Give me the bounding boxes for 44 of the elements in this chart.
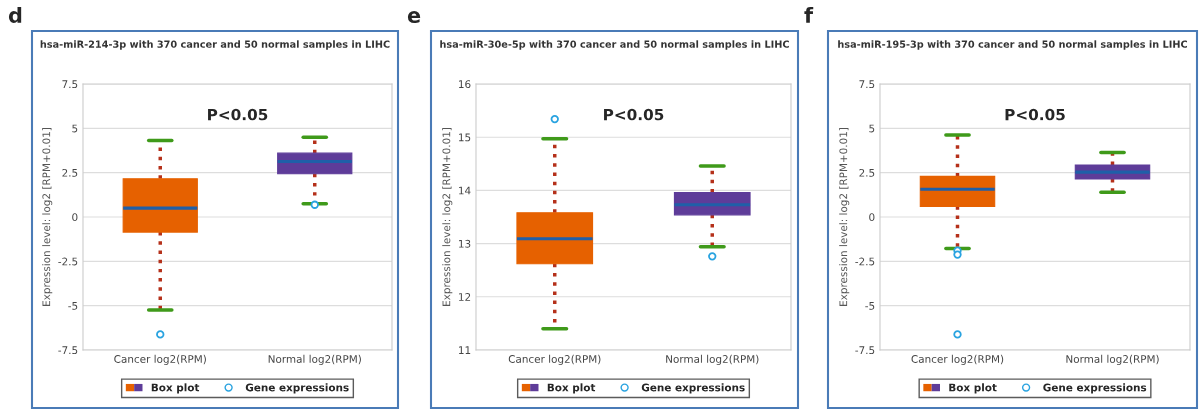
x-tick-label: Cancer log2(RPM): [114, 354, 206, 365]
y-tick-label: 13: [459, 239, 471, 248]
annotation: P<0.05: [208, 108, 268, 121]
y-axis-title: Expression level: log2 [RPM+0.01]: [839, 127, 850, 306]
y-tick-label: 16: [459, 80, 471, 89]
chart-title: hsa-miR-195-3p with 370 cancer and 50 normal samples in LIHC: [838, 40, 1188, 50]
y-tick-label: 15: [459, 133, 471, 142]
text: e: [407, 11, 421, 24]
y-tick-label: 5: [72, 124, 78, 133]
legend-label: Gene expressions: [641, 383, 745, 394]
y-tick-label: 7.5: [62, 80, 78, 89]
y-axis-title: Expression level: log2 [RPM+0.01]: [42, 127, 53, 306]
x-tick-label: Cancer log2(RPM): [911, 354, 1004, 365]
y-tick-label: 0: [869, 213, 875, 222]
text: f: [804, 6, 814, 23]
x-tick-label: Cancer log2(RPM): [508, 354, 601, 365]
legend-label: Gene expressions: [1043, 383, 1147, 394]
chart-title: hsa-miR-214-3p with 370 cancer and 50 normal samples in LIHC: [40, 40, 390, 50]
y-tick-label: 11: [459, 346, 471, 354]
y-tick-label: 2.5: [62, 168, 78, 177]
y-tick-label: -2.5: [855, 257, 875, 266]
annotation: P<0.05: [1005, 108, 1065, 121]
y-tick-label: 5: [869, 124, 875, 133]
chart-title: hsa-miR-30e-5p with 370 cancer and 50 normal samples in LIHC: [440, 40, 789, 50]
text: d: [8, 6, 22, 24]
y-tick-label: -7.5: [58, 346, 78, 355]
y-tick-label: 14: [459, 186, 471, 195]
x-tick-label: Normal log2(RPM): [268, 354, 361, 365]
y-tick-label: 2.5: [859, 168, 875, 177]
legend-label: Gene expressions: [245, 383, 349, 394]
y-tick-label: 12: [459, 293, 471, 301]
y-tick-label: -7.5: [855, 346, 875, 355]
legend-label: Box plot: [949, 383, 997, 394]
y-tick-label: -5: [865, 302, 875, 310]
y-tick-label: 0: [72, 213, 78, 222]
y-tick-label: -2.5: [58, 257, 78, 266]
annotation: P<0.05: [604, 108, 664, 121]
legend-label: Box plot: [151, 383, 200, 394]
x-tick-label: Normal log2(RPM): [666, 354, 759, 365]
y-tick-label: -5: [68, 302, 78, 310]
y-tick-label: 7.5: [859, 80, 875, 89]
y-axis-title: Expression level: log2 [RPM+0.01]: [442, 127, 453, 306]
legend-label: Box plot: [547, 383, 596, 394]
x-tick-label: Normal log2(RPM): [1066, 354, 1159, 365]
